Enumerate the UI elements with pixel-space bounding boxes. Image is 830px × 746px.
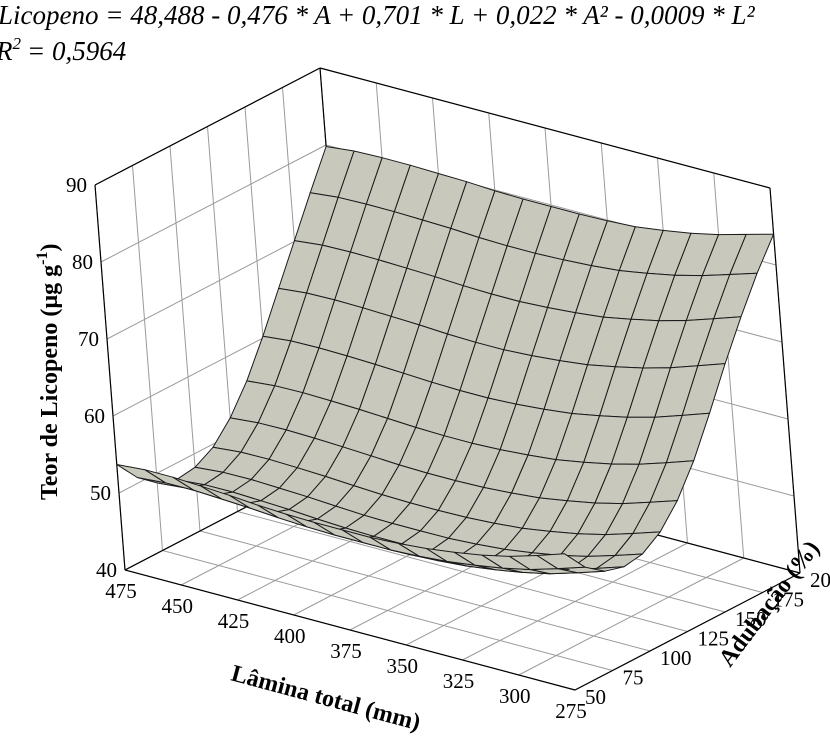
z-tick-label: 60: [84, 404, 105, 428]
r-squared-exponent: 2: [13, 34, 22, 53]
y-tick-label: 175: [773, 588, 805, 612]
response-surface: [116, 146, 775, 575]
x-tick-label: 300: [499, 684, 531, 708]
y-tick-label: 125: [698, 627, 730, 651]
side-wall-gridline: [132, 165, 163, 551]
z-axis-label: Teor de Licopeno (µg g-1): [34, 244, 63, 501]
top-edge: [94, 67, 321, 186]
z-tick-label: 40: [96, 558, 117, 582]
x-tick-label: 475: [105, 579, 137, 603]
z-tick-label: 80: [72, 250, 93, 274]
x-tick-label: 425: [218, 609, 250, 633]
z-tick-label: 90: [66, 173, 87, 197]
z-tick-label: 50: [90, 481, 111, 505]
x-tick-label: 275: [555, 699, 587, 723]
z-tick-label: 70: [78, 327, 99, 351]
y-tick-label: 150: [735, 607, 767, 631]
surface-patch: [116, 464, 166, 484]
x-tick-label: 450: [162, 594, 194, 618]
r-squared-symbol: R: [0, 36, 13, 66]
y-tick-label: 200: [810, 568, 830, 592]
y-axis-label: Adubação (%): [714, 536, 825, 671]
x-tick-label: 350: [387, 654, 419, 678]
back-right-edge: [769, 187, 801, 574]
r-squared-value: = 0,5964: [27, 36, 126, 66]
y-tick-label: 75: [623, 666, 644, 690]
x-tick-label: 375: [330, 639, 362, 663]
z-axis-line: [94, 184, 126, 571]
y-axis-line: [574, 572, 801, 691]
floor-gridline: [162, 550, 613, 671]
x-axis-line: [124, 569, 576, 691]
y-tick-label: 50: [585, 685, 606, 709]
floor-gridline: [199, 530, 651, 652]
x-tick-label: 400: [274, 624, 306, 648]
x-tick-label: 325: [443, 669, 475, 693]
regression-equation: Licopeno = 48,488 - 0,476 * A + 0,701 * …: [0, 0, 756, 30]
tick-labels: 4050607080904754504254003753503253002755…: [66, 173, 830, 723]
top-edge: [319, 67, 771, 189]
floor-gridline: [237, 511, 688, 632]
r-squared-label: R2 = 0,5964: [0, 34, 126, 66]
y-tick-label: 100: [660, 646, 692, 670]
